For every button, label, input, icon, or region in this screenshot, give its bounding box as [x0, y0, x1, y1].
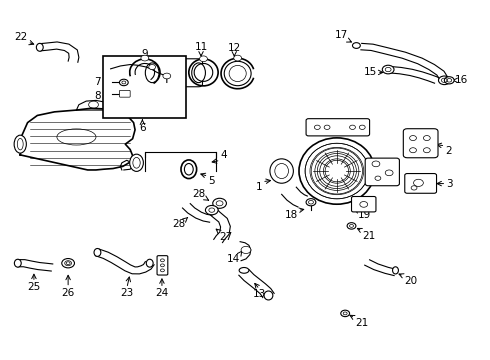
Text: 8: 8 — [94, 91, 101, 101]
Ellipse shape — [146, 63, 159, 83]
Ellipse shape — [147, 259, 153, 267]
Text: 23: 23 — [120, 288, 133, 298]
Text: 13: 13 — [253, 289, 266, 300]
Circle shape — [234, 55, 242, 61]
Ellipse shape — [181, 160, 196, 179]
FancyBboxPatch shape — [365, 158, 399, 186]
Circle shape — [347, 223, 356, 229]
FancyBboxPatch shape — [351, 197, 376, 212]
FancyBboxPatch shape — [405, 174, 437, 193]
Text: 17: 17 — [334, 30, 347, 40]
FancyBboxPatch shape — [403, 129, 438, 158]
Circle shape — [149, 64, 156, 69]
Ellipse shape — [270, 159, 294, 183]
Text: 4: 4 — [220, 150, 227, 160]
Text: 9: 9 — [142, 49, 148, 59]
Text: 28: 28 — [172, 220, 185, 229]
Ellipse shape — [36, 43, 43, 51]
Text: 3: 3 — [446, 179, 453, 189]
Ellipse shape — [14, 135, 26, 153]
Text: 14: 14 — [227, 253, 240, 264]
Circle shape — [341, 310, 349, 317]
Circle shape — [241, 246, 251, 253]
Text: 24: 24 — [155, 288, 169, 298]
Ellipse shape — [192, 63, 205, 83]
Text: 27: 27 — [220, 232, 233, 242]
Circle shape — [163, 73, 171, 79]
Ellipse shape — [14, 259, 21, 267]
Ellipse shape — [224, 61, 251, 86]
Text: 5: 5 — [208, 176, 215, 186]
Ellipse shape — [94, 248, 101, 256]
Circle shape — [141, 55, 149, 61]
Ellipse shape — [392, 267, 398, 274]
Text: 2: 2 — [445, 146, 452, 156]
Text: 19: 19 — [357, 211, 370, 220]
Ellipse shape — [239, 267, 249, 273]
Polygon shape — [76, 100, 111, 110]
FancyBboxPatch shape — [120, 90, 130, 97]
Circle shape — [199, 56, 207, 62]
Text: 10: 10 — [163, 95, 176, 105]
Text: 20: 20 — [404, 276, 417, 286]
Polygon shape — [20, 108, 135, 170]
Text: 6: 6 — [139, 123, 146, 133]
FancyBboxPatch shape — [306, 119, 369, 136]
Ellipse shape — [264, 291, 273, 300]
Circle shape — [352, 42, 360, 48]
FancyBboxPatch shape — [157, 256, 168, 275]
Text: 25: 25 — [27, 282, 41, 292]
Circle shape — [306, 199, 316, 206]
Circle shape — [439, 76, 450, 85]
Circle shape — [444, 77, 454, 84]
Text: 11: 11 — [195, 42, 208, 51]
Ellipse shape — [130, 154, 144, 171]
Text: 7: 7 — [94, 77, 101, 87]
Text: 21: 21 — [355, 318, 368, 328]
Circle shape — [213, 198, 226, 208]
Text: 18: 18 — [285, 211, 298, 220]
Circle shape — [382, 65, 394, 74]
Ellipse shape — [299, 138, 375, 204]
Text: 15: 15 — [364, 67, 377, 77]
Text: 16: 16 — [455, 75, 468, 85]
FancyBboxPatch shape — [148, 59, 202, 87]
Circle shape — [65, 261, 72, 266]
Circle shape — [62, 258, 74, 268]
Text: 12: 12 — [228, 43, 241, 53]
Text: 26: 26 — [62, 288, 75, 298]
Circle shape — [205, 206, 218, 215]
Text: 21: 21 — [362, 231, 375, 241]
Bar — [103, 55, 186, 118]
Text: 28: 28 — [193, 189, 206, 199]
Circle shape — [120, 79, 128, 86]
Text: 22: 22 — [14, 32, 27, 42]
Text: 1: 1 — [255, 182, 262, 192]
